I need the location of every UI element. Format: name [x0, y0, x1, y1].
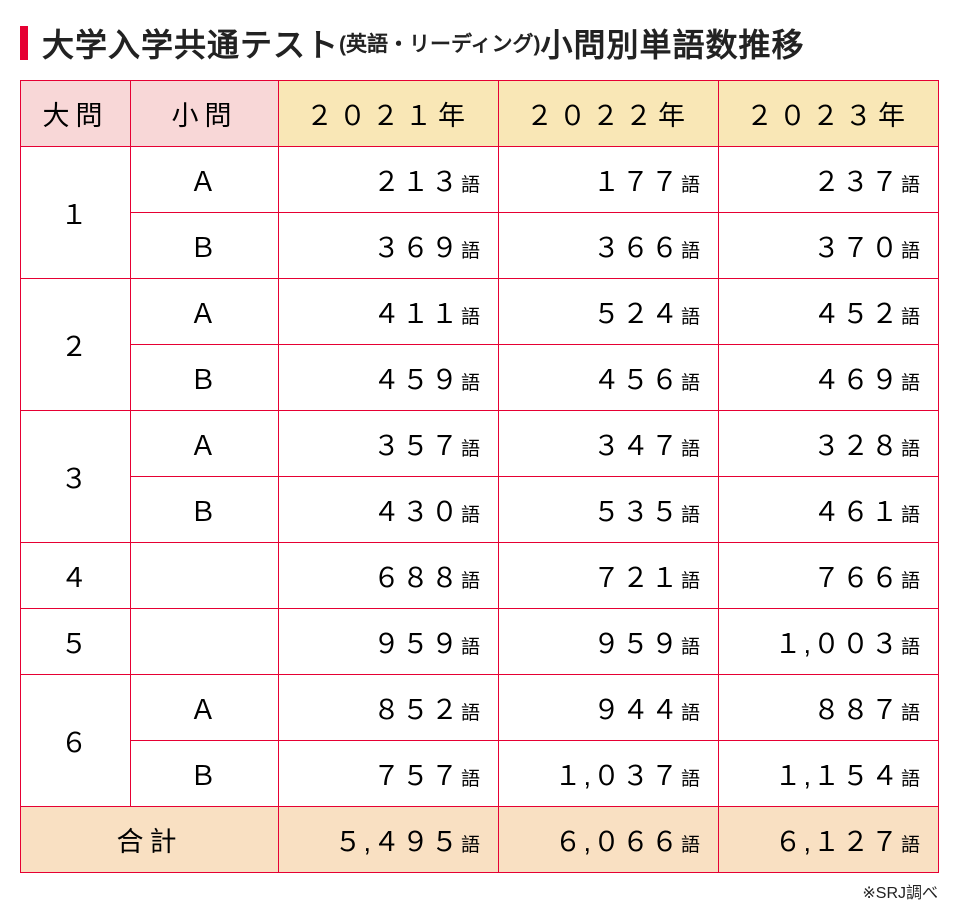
cell-daimon: ５	[21, 609, 131, 675]
cell-2023: ２３７語	[719, 147, 939, 213]
cell-2021: ３５７語	[279, 411, 499, 477]
cell-2021: ６８８語	[279, 543, 499, 609]
cell-shomon: Ｂ	[131, 477, 279, 543]
cell-daimon: １	[21, 147, 131, 279]
cell-daimon: ３	[21, 411, 131, 543]
cell-shomon: Ｂ	[131, 213, 279, 279]
cell-2021: ４１１語	[279, 279, 499, 345]
cell-daimon: ４	[21, 543, 131, 609]
footnote: ※SRJ調べ	[20, 879, 938, 903]
cell-2023: ４５２語	[719, 279, 939, 345]
table-header-row: 大問 小問 ２０２１年 ２０２２年 ２０２３年	[21, 81, 939, 147]
table-row: Ｂ ４３０語 ５３５語 ４６１語	[21, 477, 939, 543]
col-header-shomon: 小問	[131, 81, 279, 147]
cell-2023: ４６９語	[719, 345, 939, 411]
cell-2023: ３７０語	[719, 213, 939, 279]
cell-2021: ８５２語	[279, 675, 499, 741]
table-row: Ｂ ７５７語 １,０３７語 １,１５４語	[21, 741, 939, 807]
col-header-2023: ２０２３年	[719, 81, 939, 147]
cell-2022: ５３５語	[499, 477, 719, 543]
table-row: ５ ９５９語 ９５９語 １,００３語	[21, 609, 939, 675]
cell-2021: ４３０語	[279, 477, 499, 543]
col-header-2022: ２０２２年	[499, 81, 719, 147]
title-tail: 小問別単語数推移	[541, 20, 805, 66]
table-row: ４ ６８８語 ７２１語 ７６６語	[21, 543, 939, 609]
cell-2022: ４５６語	[499, 345, 719, 411]
cell-2023: １,１５４語	[719, 741, 939, 807]
table-body: １ Ａ ２１３語 １７７語 ２３７語 Ｂ ３６９語 ３６６語 ３７０語 ２ Ａ …	[21, 147, 939, 873]
cell-2022: ５２４語	[499, 279, 719, 345]
col-header-daimon: 大問	[21, 81, 131, 147]
table-row: ３ Ａ ３５７語 ３４７語 ３２８語	[21, 411, 939, 477]
cell-2023: ４６１語	[719, 477, 939, 543]
cell-shomon: Ａ	[131, 279, 279, 345]
cell-2023: １,００３語	[719, 609, 939, 675]
title-row: 大学入学共通テスト (英語・リーディング) 小問別単語数推移	[20, 20, 939, 66]
title-sub: (英語・リーディング)	[339, 28, 541, 58]
cell-2023: ８８７語	[719, 675, 939, 741]
title-main: 大学入学共通テスト	[42, 20, 339, 66]
cell-shomon: Ｂ	[131, 345, 279, 411]
cell-2022: ７２１語	[499, 543, 719, 609]
cell-2021: ７５７語	[279, 741, 499, 807]
col-header-2021: ２０２１年	[279, 81, 499, 147]
cell-daimon: ６	[21, 675, 131, 807]
cell-shomon: Ａ	[131, 675, 279, 741]
cell-2022: １,０３７語	[499, 741, 719, 807]
cell-2022: ３４７語	[499, 411, 719, 477]
cell-shomon	[131, 609, 279, 675]
cell-2021: ３６９語	[279, 213, 499, 279]
table-row: ２ Ａ ４１１語 ５２４語 ４５２語	[21, 279, 939, 345]
cell-2022: ３６６語	[499, 213, 719, 279]
accent-bar	[20, 26, 28, 60]
cell-daimon: ２	[21, 279, 131, 411]
cell-2022: ９５９語	[499, 609, 719, 675]
cell-2023: ７６６語	[719, 543, 939, 609]
cell-2022: ９４４語	[499, 675, 719, 741]
table-row: Ｂ ３６９語 ３６６語 ３７０語	[21, 213, 939, 279]
word-count-table: 大問 小問 ２０２１年 ２０２２年 ２０２３年 １ Ａ ２１３語 １７７語 ２３…	[20, 80, 939, 873]
table-row: Ｂ ４５９語 ４５６語 ４６９語	[21, 345, 939, 411]
cell-shomon: Ａ	[131, 411, 279, 477]
cell-2021: ９５９語	[279, 609, 499, 675]
cell-shomon	[131, 543, 279, 609]
cell-2021: ２１３語	[279, 147, 499, 213]
cell-shomon: Ｂ	[131, 741, 279, 807]
table-row: ６ Ａ ８５２語 ９４４語 ８８７語	[21, 675, 939, 741]
cell-2022: １７７語	[499, 147, 719, 213]
cell-shomon: Ａ	[131, 147, 279, 213]
table-row: １ Ａ ２１３語 １７７語 ２３７語	[21, 147, 939, 213]
cell-2023: ３２８語	[719, 411, 939, 477]
cell-2021: ４５９語	[279, 345, 499, 411]
